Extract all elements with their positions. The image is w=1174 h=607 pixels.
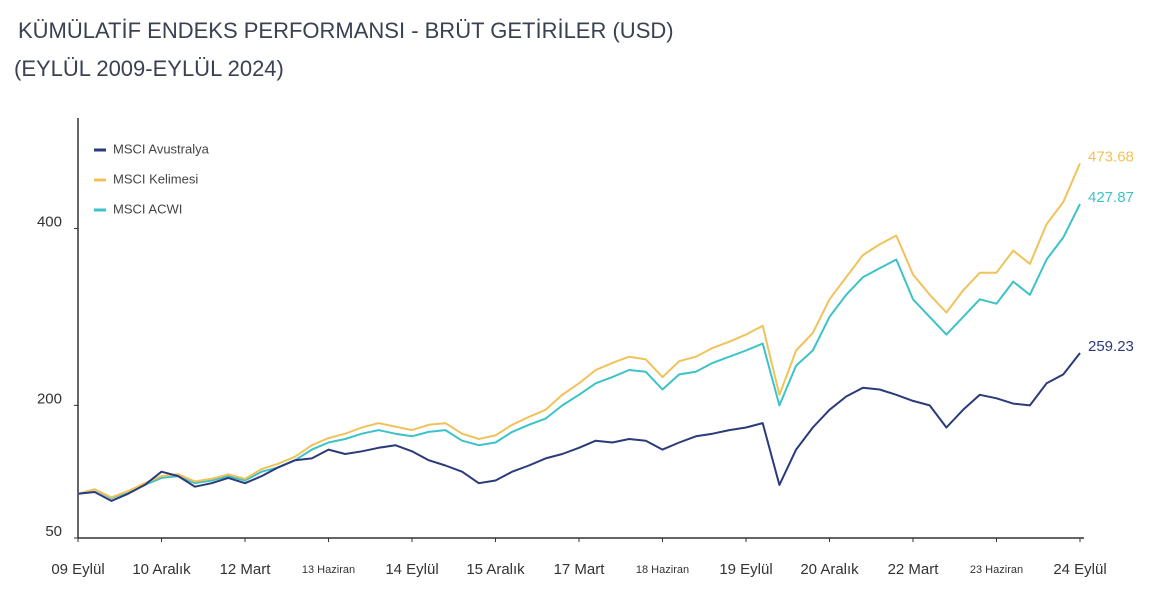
x-tick-label: 14 Eylül	[385, 561, 438, 578]
series-line	[77, 203, 1081, 500]
x-tick-label: 23 Haziran	[970, 564, 1023, 576]
end-value-label: 473.68	[1088, 148, 1134, 165]
end-value-label: 259.23	[1088, 338, 1134, 355]
x-tick-label: 15 Aralık	[466, 561, 525, 578]
x-tick-label: 22 Mart	[888, 561, 940, 578]
series-line	[77, 352, 1081, 502]
legend-label: MSCI Kelimesi	[113, 171, 198, 186]
chart-title: KÜMÜLATİF ENDEKS PERFORMANSI - BRÜT GETİ…	[18, 18, 674, 43]
x-tick-label: 12 Mart	[220, 561, 272, 578]
x-tick-label: 20 Aralık	[800, 561, 859, 578]
y-tick-label: 400	[37, 213, 62, 230]
x-tick-label: 17 Mart	[554, 561, 606, 578]
end-value-label: 427.87	[1088, 189, 1134, 206]
x-tick-label: 24 Eylül	[1053, 561, 1106, 578]
legend-label: MSCI Avustralya	[113, 141, 210, 156]
x-tick-label: 18 Haziran	[636, 564, 689, 576]
y-tick-label: 50	[45, 523, 62, 540]
y-tick-label: 200	[37, 390, 62, 407]
legend-label: MSCI ACWI	[113, 201, 182, 216]
x-tick-label: 19 Eylül	[719, 561, 772, 578]
series-line	[77, 163, 1081, 499]
x-tick-label: 10 Aralık	[132, 561, 191, 578]
x-tick-label: 13 Haziran	[302, 564, 355, 576]
chart-subtitle: (EYLÜL 2009-EYLÜL 2024)	[14, 56, 284, 81]
x-tick-label: 09 Eylül	[51, 561, 104, 578]
